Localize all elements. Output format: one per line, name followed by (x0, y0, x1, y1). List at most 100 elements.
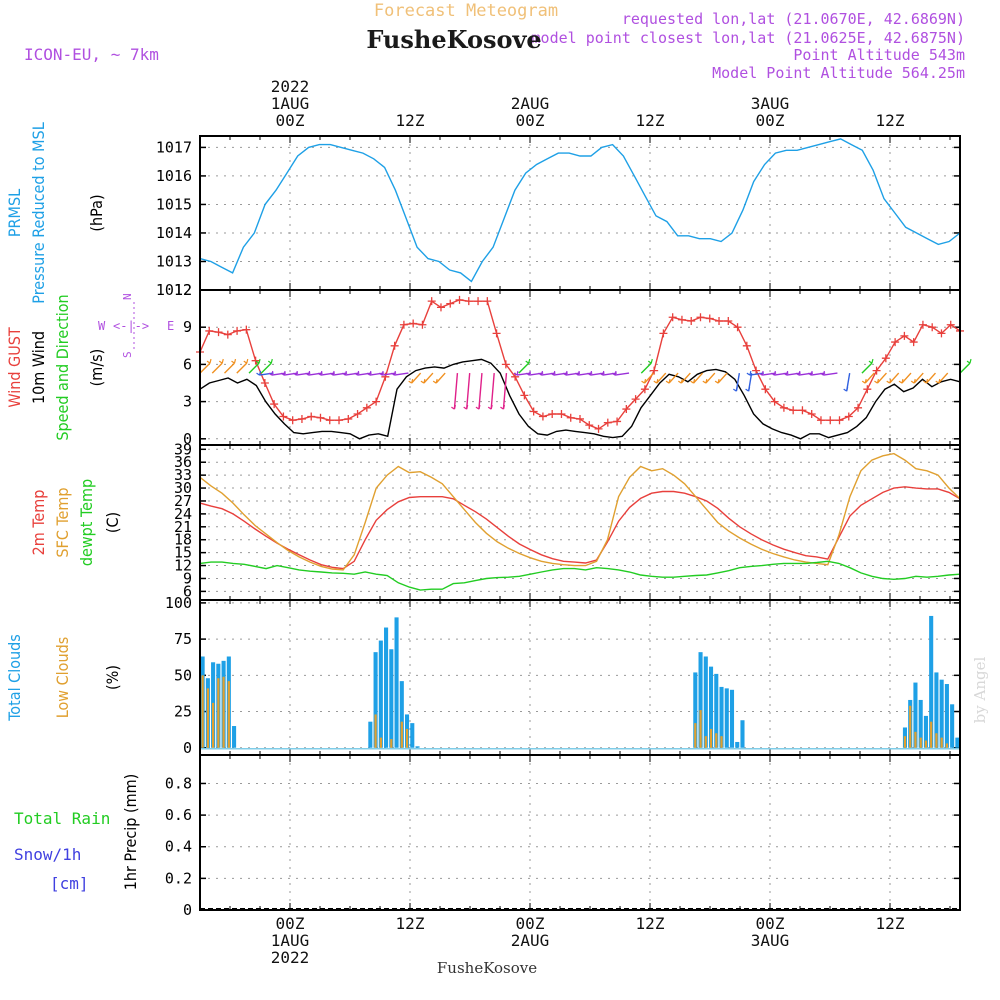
wind-barb (345, 372, 360, 376)
y-tick-label: 9 (183, 569, 192, 587)
gust-marker (548, 410, 557, 418)
gust-marker (715, 317, 724, 325)
y-tick-label: 1016 (156, 167, 192, 185)
time-label-bottom: 00Z (276, 914, 305, 933)
wind-barb-head (378, 370, 384, 376)
wind-barb (411, 372, 422, 384)
gust-marker (594, 424, 603, 433)
wind-barb-head (886, 378, 892, 384)
gust-marker (455, 295, 464, 304)
time-label-top: 12Z (876, 111, 905, 130)
gust-marker (752, 366, 761, 375)
y-tick-label: 50 (174, 666, 192, 684)
panel-pressure-label: Pressure Reduced to MSL (29, 122, 48, 303)
gust-marker (566, 413, 575, 422)
wind-barb (259, 372, 274, 376)
time-label-bottom: 00Z (756, 914, 785, 933)
wind-barb (435, 372, 446, 384)
wind-barb (283, 372, 299, 376)
gust-marker (733, 323, 742, 332)
closest-coords: model point closest lon,lat (21.0625E, 4… (532, 29, 965, 47)
gust-marker (576, 414, 584, 423)
wind-barb (938, 372, 949, 384)
wind-barb-head (475, 404, 481, 410)
gust-marker (891, 338, 900, 347)
low-cloud-bar (201, 675, 204, 748)
wind-barb (925, 372, 937, 384)
product-title: Forecast Meteogram (374, 1, 558, 21)
wind-barb (656, 372, 667, 384)
y-tick-label: 75 (174, 630, 192, 648)
panel-wind-label: Wind GUST (5, 327, 24, 408)
panel-pressure-label: (hPa) (87, 194, 106, 231)
wind-barb-head (758, 370, 764, 376)
wind-barb-head (231, 358, 237, 364)
wind-barb (901, 372, 912, 384)
time-label-top: 12Z (396, 111, 425, 130)
wind-barb-head (653, 378, 659, 384)
gust-marker (492, 329, 501, 338)
wind-barb-head (795, 370, 801, 376)
gust-marker (640, 385, 649, 394)
panel-background (200, 600, 960, 755)
wind-barb (248, 362, 260, 374)
precip-label-snow: Snow/1h (14, 845, 81, 864)
gust-marker (279, 412, 288, 421)
panel-temperature-label: (C) (103, 512, 122, 533)
wind-barb (529, 372, 544, 376)
gust-marker (483, 297, 492, 306)
gust-marker (631, 395, 640, 404)
wind-barb (762, 372, 777, 376)
gust-marker (789, 406, 798, 415)
gust-marker (242, 325, 251, 334)
wind-barb (889, 372, 900, 384)
gust-marker (863, 385, 872, 394)
wind-barb (423, 372, 434, 384)
low-cloud-bar (935, 733, 938, 748)
y-tick-label: 1015 (156, 195, 192, 213)
gust-marker (844, 412, 853, 421)
wind-barb-head (868, 358, 874, 364)
panel-background (200, 136, 960, 290)
panel-background (200, 445, 960, 600)
total-cloud-bar (740, 720, 745, 748)
wind-barb-head (807, 370, 813, 376)
low-cloud-bar (405, 728, 409, 748)
model-name: ICON-EU, ~ 7km (24, 45, 159, 64)
y-tick-label: 1017 (156, 138, 192, 156)
wind-barb (614, 372, 630, 376)
wind-barb-head (702, 378, 708, 384)
gust-marker (233, 326, 242, 335)
gust-marker (603, 418, 612, 427)
y-tick-label: 33 (174, 466, 192, 484)
wind-barb (644, 372, 655, 384)
low-cloud-bar (379, 737, 382, 748)
compass-s: S (121, 351, 134, 358)
y-tick-label: 27 (174, 492, 192, 510)
low-cloud-bar (390, 739, 393, 748)
wind-barb (369, 372, 384, 376)
total-cloud-bar (735, 741, 740, 748)
wind-barb-head (329, 370, 335, 376)
panel-temperature-label: dewpt Temp (77, 479, 96, 566)
gust-marker (807, 410, 816, 418)
total-cloud-bar (714, 673, 719, 748)
wind-barb-head (500, 404, 506, 410)
wind-barb-head (342, 370, 347, 376)
total-cloud-bar (939, 679, 944, 748)
gust-marker (696, 313, 705, 322)
wind-barb-head (665, 378, 671, 384)
y-tick-label: 6 (183, 582, 192, 600)
panel-clouds-label: Low Clouds (53, 637, 72, 719)
y-tick-label: 12 (174, 557, 192, 575)
total-cloud-bar (708, 666, 714, 748)
gust-marker (872, 366, 881, 375)
wind-barb (565, 372, 581, 376)
wind-barb-head (420, 378, 426, 384)
time-label-top: 2AUG (511, 94, 550, 113)
gust-marker (798, 406, 807, 415)
total-cloud-bar (923, 715, 928, 748)
low-cloud-bar (919, 737, 922, 748)
gust-marker (390, 341, 399, 350)
